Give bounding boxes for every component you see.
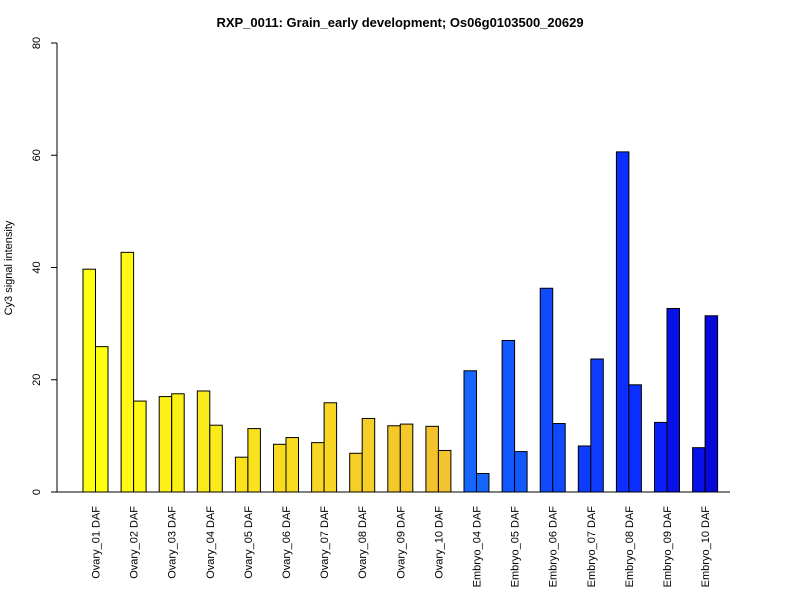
bar-1-embryo-06-daf — [539, 287, 554, 493]
bar-1-ovary-03-daf — [158, 396, 173, 493]
bar-2-ovary-08-daf — [361, 417, 376, 493]
y-tick-label: 0 — [31, 489, 43, 495]
x-category-label: Ovary_06 DAF — [281, 506, 293, 579]
bar-1-ovary-01-daf — [82, 268, 96, 493]
bar-1-embryo-04-daf — [463, 370, 477, 493]
x-category-label: Ovary_02 DAF — [129, 506, 141, 579]
x-category-label: Ovary_08 DAF — [357, 506, 369, 579]
x-category-label: Ovary_04 DAF — [205, 506, 217, 579]
bar-1-ovary-07-daf — [311, 442, 325, 493]
bar-2-embryo-09-daf — [666, 307, 680, 493]
bar-1-embryo-09-daf — [654, 421, 668, 493]
bar-2-ovary-10-daf — [437, 449, 452, 493]
bar-1-ovary-02-daf — [120, 251, 135, 493]
x-category-label: Embryo_08 DAF — [624, 506, 636, 588]
bar-1-ovary-08-daf — [349, 452, 363, 493]
bar-2-embryo-04-daf — [476, 472, 490, 493]
bar-2-ovary-01-daf — [95, 346, 109, 493]
x-category-label: Embryo_07 DAF — [586, 506, 598, 588]
bar-2-ovary-04-daf — [209, 424, 223, 493]
x-category-label: Embryo_10 DAF — [700, 506, 712, 588]
y-tick-label: 40 — [31, 261, 43, 273]
bar-2-ovary-06-daf — [285, 437, 299, 493]
bar-2-embryo-10-daf — [704, 315, 719, 493]
bar-1-ovary-10-daf — [425, 425, 439, 493]
bar-1-ovary-06-daf — [273, 443, 287, 493]
x-category-label: Ovary_01 DAF — [91, 506, 103, 579]
bar-1-ovary-09-daf — [387, 425, 401, 493]
y-tick-label: 20 — [31, 374, 43, 386]
x-axis-labels: Ovary_01 DAF Ovary_02 DAF Ovary_03 DAF Ovar… — [91, 506, 713, 588]
bar-1-embryo-10-daf — [692, 447, 706, 493]
bar-2-embryo-05-daf — [514, 451, 528, 493]
bar-2-ovary-05-daf — [247, 428, 261, 493]
bar-1-embryo-07-daf — [577, 445, 592, 493]
bar-2-ovary-03-daf — [171, 393, 185, 493]
bar-2-embryo-06-daf — [552, 423, 566, 493]
bar-1-embryo-08-daf — [615, 151, 630, 493]
bar-2-ovary-09-daf — [399, 423, 414, 493]
y-axis-label: Cy3 signal intensity — [3, 220, 15, 315]
bar-2-embryo-07-daf — [590, 358, 604, 493]
x-category-label: Ovary_10 DAF — [433, 506, 445, 579]
bar-1-embryo-05-daf — [501, 339, 516, 493]
x-category-label: Ovary_05 DAF — [243, 506, 255, 579]
chart-title: RXP_0011: Grain_early development; Os06g… — [216, 15, 583, 30]
bar-2-embryo-08-daf — [628, 384, 642, 493]
y-axis-ticks: 0 20 40 60 80 — [31, 37, 57, 495]
y-tick-label: 80 — [31, 37, 43, 49]
y-tick-label: 60 — [31, 149, 43, 161]
bar-1-ovary-05-daf — [234, 456, 249, 493]
x-category-label: Embryo_09 DAF — [662, 506, 674, 588]
x-category-label: Embryo_05 DAF — [510, 506, 522, 588]
bar-2-ovary-02-daf — [133, 400, 147, 493]
bar-2-ovary-07-daf — [323, 402, 338, 493]
x-category-label: Embryo_06 DAF — [548, 506, 560, 588]
bars-group — [82, 151, 719, 493]
x-category-label: Ovary_07 DAF — [319, 506, 331, 579]
x-category-label: Embryo_04 DAF — [472, 506, 484, 588]
bar-1-ovary-04-daf — [196, 390, 211, 493]
x-category-label: Ovary_09 DAF — [395, 506, 407, 579]
x-category-label: Ovary_03 DAF — [167, 506, 179, 579]
